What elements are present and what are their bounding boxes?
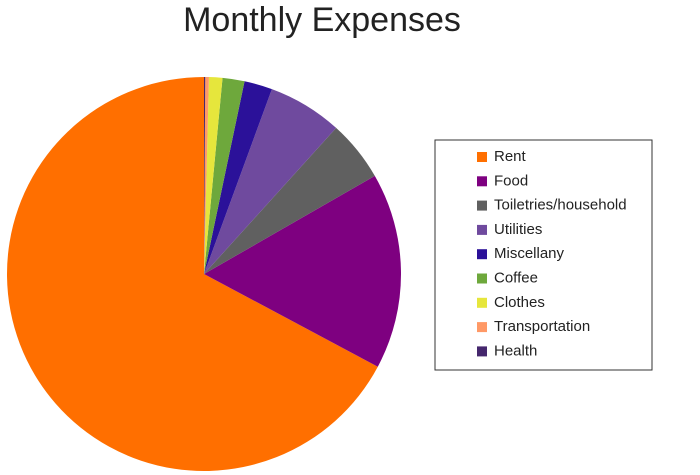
legend-label: Toiletries/household: [494, 197, 627, 214]
legend-swatch: [477, 176, 487, 187]
legend-label: Food: [494, 172, 528, 189]
legend-swatch: [477, 346, 487, 357]
pie-slice: [204, 77, 206, 274]
chart-title: Monthly Expenses: [183, 1, 461, 39]
legend-swatch: [477, 200, 487, 211]
pie-slice: [204, 89, 337, 274]
legend-swatch: [477, 224, 487, 235]
legend-swatch: [477, 249, 487, 260]
legend-swatch: [477, 273, 487, 284]
legend-swatch: [477, 152, 487, 162]
legend-box: [434, 139, 653, 371]
legend-label: Clothes: [494, 294, 545, 311]
pie-slice: [204, 77, 209, 274]
legend-label: Health: [494, 342, 537, 359]
pie-slice: [204, 175, 401, 367]
legend-label: Miscellany: [494, 245, 565, 262]
pie-slice: [6, 77, 378, 471]
legend-label: Transportation: [494, 318, 590, 335]
pie-slice: [204, 127, 375, 275]
legend-swatch: [477, 322, 487, 333]
legend-label: Utilities: [494, 221, 542, 238]
legend-label: Coffee: [494, 269, 538, 286]
legend-label: Rent: [494, 148, 527, 165]
pie-slice: [204, 77, 223, 274]
legend-swatch: [477, 297, 487, 308]
pie-slice: [204, 81, 272, 274]
pie-slice: [204, 77, 245, 274]
